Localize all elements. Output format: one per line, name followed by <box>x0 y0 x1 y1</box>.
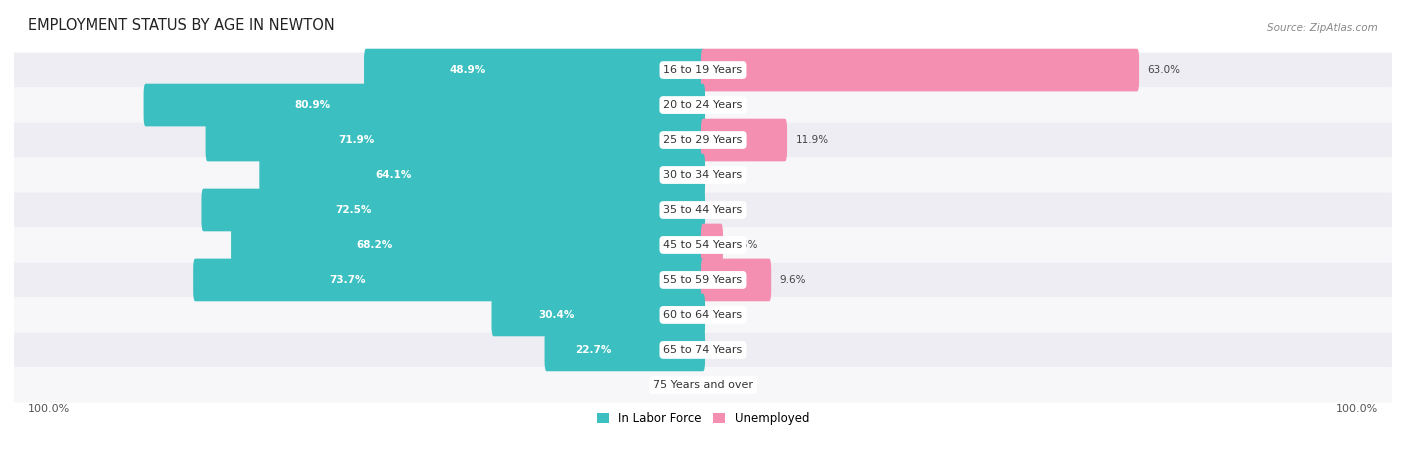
Text: 30 to 34 Years: 30 to 34 Years <box>664 170 742 180</box>
Text: 48.9%: 48.9% <box>449 65 485 75</box>
Text: 100.0%: 100.0% <box>1336 404 1378 414</box>
FancyBboxPatch shape <box>702 224 723 266</box>
Text: 11.9%: 11.9% <box>796 135 828 145</box>
FancyBboxPatch shape <box>143 84 704 126</box>
Text: 0.0%: 0.0% <box>717 170 742 180</box>
Text: 55 to 59 Years: 55 to 59 Years <box>664 275 742 285</box>
FancyBboxPatch shape <box>193 258 704 301</box>
FancyBboxPatch shape <box>702 119 787 161</box>
Text: EMPLOYMENT STATUS BY AGE IN NEWTON: EMPLOYMENT STATUS BY AGE IN NEWTON <box>28 18 335 33</box>
FancyBboxPatch shape <box>14 87 1392 123</box>
Text: 16 to 19 Years: 16 to 19 Years <box>664 65 742 75</box>
Text: 0.0%: 0.0% <box>717 205 742 215</box>
Text: 71.9%: 71.9% <box>337 135 374 145</box>
Text: 0.0%: 0.0% <box>717 345 742 355</box>
Text: 22.7%: 22.7% <box>575 345 612 355</box>
Text: 68.2%: 68.2% <box>356 240 392 250</box>
FancyBboxPatch shape <box>231 224 704 266</box>
FancyBboxPatch shape <box>14 53 1392 87</box>
Text: 100.0%: 100.0% <box>28 404 70 414</box>
Text: 0.0%: 0.0% <box>717 380 742 390</box>
Text: 64.1%: 64.1% <box>375 170 412 180</box>
Text: 0.0%: 0.0% <box>717 310 742 320</box>
FancyBboxPatch shape <box>702 49 1139 92</box>
Text: 80.9%: 80.9% <box>295 100 330 110</box>
Text: 75 Years and over: 75 Years and over <box>652 380 754 390</box>
Text: 9.6%: 9.6% <box>779 275 806 285</box>
Text: 45 to 54 Years: 45 to 54 Years <box>664 240 742 250</box>
FancyBboxPatch shape <box>14 262 1392 298</box>
Text: 0.0%: 0.0% <box>664 380 689 390</box>
FancyBboxPatch shape <box>14 193 1392 227</box>
FancyBboxPatch shape <box>14 332 1392 368</box>
Legend: In Labor Force, Unemployed: In Labor Force, Unemployed <box>592 408 814 430</box>
Text: 73.7%: 73.7% <box>329 275 366 285</box>
FancyBboxPatch shape <box>492 294 704 336</box>
FancyBboxPatch shape <box>14 227 1392 262</box>
FancyBboxPatch shape <box>14 298 1392 332</box>
FancyBboxPatch shape <box>364 49 704 92</box>
Text: 2.6%: 2.6% <box>731 240 758 250</box>
FancyBboxPatch shape <box>259 154 704 196</box>
Text: 20 to 24 Years: 20 to 24 Years <box>664 100 742 110</box>
Text: 25 to 29 Years: 25 to 29 Years <box>664 135 742 145</box>
FancyBboxPatch shape <box>14 368 1392 402</box>
Text: 63.0%: 63.0% <box>1147 65 1181 75</box>
FancyBboxPatch shape <box>14 123 1392 157</box>
Text: 0.0%: 0.0% <box>717 100 742 110</box>
FancyBboxPatch shape <box>702 258 772 301</box>
FancyBboxPatch shape <box>544 329 704 371</box>
Text: 35 to 44 Years: 35 to 44 Years <box>664 205 742 215</box>
FancyBboxPatch shape <box>205 119 704 161</box>
Text: 65 to 74 Years: 65 to 74 Years <box>664 345 742 355</box>
Text: 72.5%: 72.5% <box>335 205 371 215</box>
FancyBboxPatch shape <box>14 157 1392 193</box>
Text: 60 to 64 Years: 60 to 64 Years <box>664 310 742 320</box>
FancyBboxPatch shape <box>201 189 704 231</box>
Text: 30.4%: 30.4% <box>538 310 575 320</box>
Text: Source: ZipAtlas.com: Source: ZipAtlas.com <box>1267 23 1378 33</box>
